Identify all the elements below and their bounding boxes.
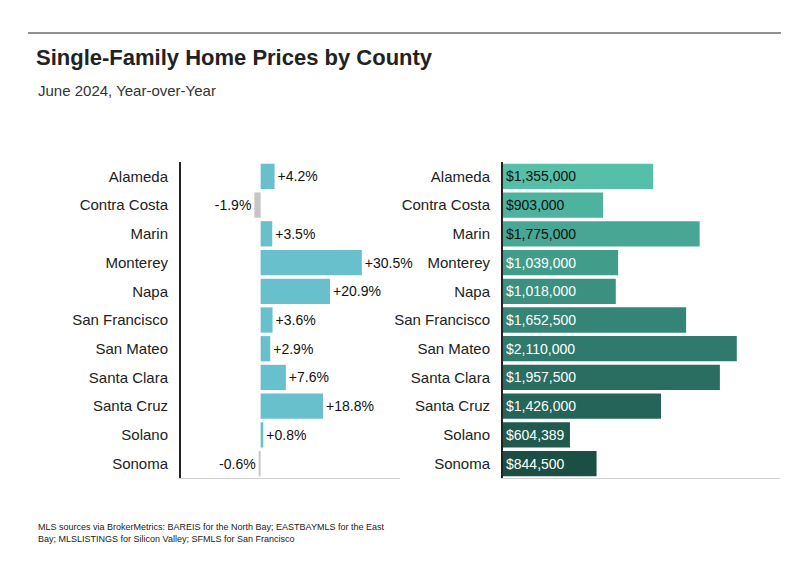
svg-text:+18.8%: +18.8% [326,398,374,414]
svg-text:Marin: Marin [130,225,168,242]
svg-text:$1,957,500: $1,957,500 [506,369,576,385]
svg-text:-0.6%: -0.6% [219,456,256,472]
svg-text:$1,039,000: $1,039,000 [506,255,576,271]
svg-text:$1,355,000: $1,355,000 [506,168,576,184]
svg-text:San Francisco: San Francisco [72,311,168,328]
svg-text:+2.9%: +2.9% [273,341,313,357]
svg-text:Solano: Solano [121,426,168,443]
svg-text:San Mateo: San Mateo [95,340,168,357]
svg-text:Napa: Napa [454,283,491,300]
svg-text:San Francisco: San Francisco [394,311,490,328]
svg-text:Contra Costa: Contra Costa [80,196,169,213]
svg-text:Sonoma: Sonoma [112,455,169,472]
svg-text:+30.5%: +30.5% [365,255,413,271]
svg-text:San Mateo: San Mateo [417,340,490,357]
svg-text:$1,018,000: $1,018,000 [506,283,576,299]
svg-text:$1,775,000: $1,775,000 [506,226,576,242]
svg-text:$1,652,500: $1,652,500 [506,312,576,328]
svg-text:Marin: Marin [452,225,490,242]
svg-text:Monterey: Monterey [427,254,490,271]
svg-text:+4.2%: +4.2% [278,168,318,184]
svg-text:Santa Clara: Santa Clara [411,369,491,386]
svg-text:$844,500: $844,500 [506,456,565,472]
svg-text:Solano: Solano [443,426,490,443]
svg-text:+7.6%: +7.6% [289,369,329,385]
svg-text:Contra Costa: Contra Costa [402,196,491,213]
svg-text:+0.8%: +0.8% [266,427,306,443]
svg-text:+20.9%: +20.9% [333,283,381,299]
svg-text:$604,389: $604,389 [506,427,565,443]
svg-text:Santa Cruz: Santa Cruz [415,397,490,414]
svg-text:$903,000: $903,000 [506,197,565,213]
svg-text:Monterey: Monterey [105,254,168,271]
svg-text:Alameda: Alameda [109,168,169,185]
svg-text:Napa: Napa [132,283,169,300]
svg-text:Single-Family Home Prices by C: Single-Family Home Prices by County [36,45,433,70]
svg-text:-1.9%: -1.9% [215,197,252,213]
svg-text:Sonoma: Sonoma [434,455,491,472]
svg-text:+3.6%: +3.6% [276,312,316,328]
svg-text:Alameda: Alameda [431,168,491,185]
svg-text:Santa Clara: Santa Clara [89,369,169,386]
svg-text:+3.5%: +3.5% [275,226,315,242]
svg-text:$2,110,000: $2,110,000 [506,341,575,357]
svg-text:June 2024, Year-over-Year: June 2024, Year-over-Year [38,82,216,99]
svg-text:$1,426,000: $1,426,000 [506,398,576,414]
svg-text:MLS sources via BrokerMetrics:: MLS sources via BrokerMetrics: BAREIS fo… [38,522,384,544]
svg-text:Santa Cruz: Santa Cruz [93,397,168,414]
